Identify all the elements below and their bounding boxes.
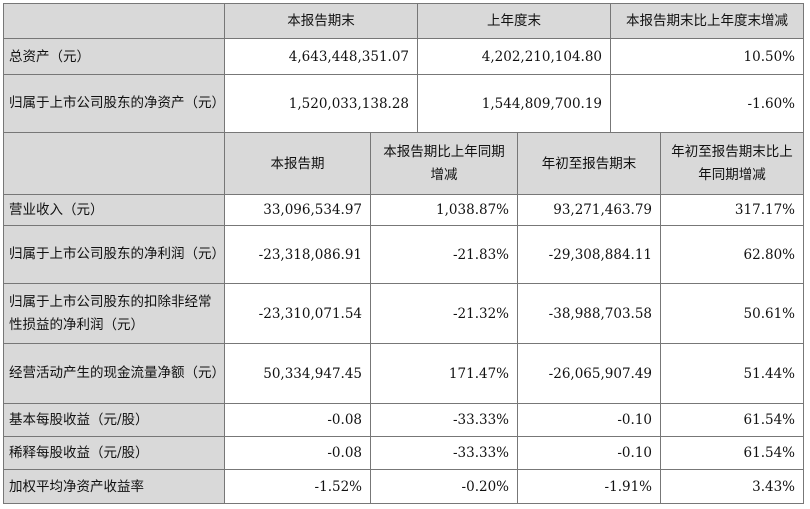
row-label-weighted-roe: 加权平均净资产收益率 bbox=[3, 470, 225, 504]
cell-value: -0.08 bbox=[225, 437, 371, 470]
cell-value: 50.61% bbox=[661, 284, 804, 344]
cell-value: 317.17% bbox=[661, 195, 804, 226]
cell-value: 1,520,033,138.28 bbox=[225, 75, 418, 133]
row-label-total-assets: 总资产（元） bbox=[3, 39, 225, 75]
cell-value: 51.44% bbox=[661, 344, 804, 404]
header-last-year-end: 上年度末 bbox=[418, 3, 611, 39]
cell-value: 93,271,463.79 bbox=[518, 195, 661, 226]
cell-value: 61.54% bbox=[661, 404, 804, 437]
header-ytd: 年初至报告期末 bbox=[518, 133, 661, 195]
header-current-yoy: 本报告期比上年同期增减 bbox=[371, 133, 518, 195]
cell-value: -23,318,086.91 bbox=[225, 226, 371, 284]
cell-value: 3.43% bbox=[661, 470, 804, 504]
row-label-diluted-eps: 稀释每股收益（元/股） bbox=[3, 437, 225, 470]
cell-value: -0.10 bbox=[518, 437, 661, 470]
cell-value: -0.20% bbox=[371, 470, 518, 504]
cell-value: 171.47% bbox=[371, 344, 518, 404]
cell-value: -21.83% bbox=[371, 226, 518, 284]
row-label-net-profit: 归属于上市公司股东的净利润（元） bbox=[3, 226, 225, 284]
cell-value: 33,096,534.97 bbox=[225, 195, 371, 226]
cell-value: -33.33% bbox=[371, 404, 518, 437]
financial-table: 本报告期末 上年度末 本报告期末比上年度末增减 总资产（元） 4,643,448… bbox=[3, 3, 804, 504]
header-ytd-yoy: 年初至报告期末比上年同期增减 bbox=[661, 133, 804, 195]
cell-value: 1,544,809,700.19 bbox=[418, 75, 611, 133]
cell-value: 10.50% bbox=[611, 39, 804, 75]
cell-value: -0.10 bbox=[518, 404, 661, 437]
row-label-net-assets: 归属于上市公司股东的净资产（元） bbox=[3, 75, 225, 133]
cell-value: -26,065,907.49 bbox=[518, 344, 661, 404]
header-change: 本报告期末比上年度末增减 bbox=[611, 3, 804, 39]
cell-value: -21.32% bbox=[371, 284, 518, 344]
header-current-period: 本报告期 bbox=[225, 133, 371, 195]
cell-value: -1.52% bbox=[225, 470, 371, 504]
cell-value: 62.80% bbox=[661, 226, 804, 284]
cell-value: -33.33% bbox=[371, 437, 518, 470]
cell-value: -0.08 bbox=[225, 404, 371, 437]
header-blank-2 bbox=[3, 133, 225, 195]
cell-value: -1.91% bbox=[518, 470, 661, 504]
cell-value: 4,643,448,351.07 bbox=[225, 39, 418, 75]
cell-value: 50,334,947.45 bbox=[225, 344, 371, 404]
cell-value: -38,988,703.58 bbox=[518, 284, 661, 344]
row-label-revenue: 营业收入（元） bbox=[3, 195, 225, 226]
cell-value: -23,310,071.54 bbox=[225, 284, 371, 344]
row-label-deducted-profit: 归属于上市公司股东的扣除非经常性损益的净利润（元） bbox=[3, 284, 225, 344]
row-label-basic-eps: 基本每股收益（元/股） bbox=[3, 404, 225, 437]
cell-value: 1,038.87% bbox=[371, 195, 518, 226]
cell-value: 4,202,210,104.80 bbox=[418, 39, 611, 75]
header-period-end: 本报告期末 bbox=[225, 3, 418, 39]
cell-value: -29,308,884.11 bbox=[518, 226, 661, 284]
cell-value: -1.60% bbox=[611, 75, 804, 133]
row-label-cash-flow: 经营活动产生的现金流量净额（元） bbox=[3, 344, 225, 404]
cell-value: 61.54% bbox=[661, 437, 804, 470]
header-blank-1 bbox=[3, 3, 225, 39]
